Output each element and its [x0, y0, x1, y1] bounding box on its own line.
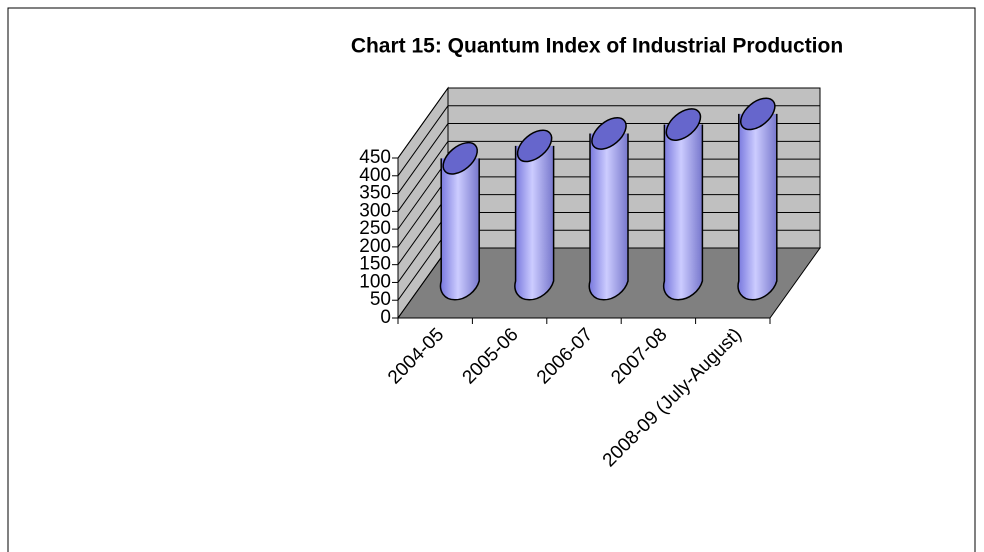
y-tick-label: 0 — [380, 307, 391, 328]
chart-title: Chart 15: Quantum Index of Industrial Pr… — [351, 35, 843, 58]
bar-body — [588, 133, 629, 301]
y-tick-label: 350 — [359, 183, 391, 204]
grid-line — [397, 87, 820, 159]
bar-body — [439, 158, 480, 301]
bar — [588, 117, 629, 301]
y-tick-label: 450 — [359, 147, 391, 168]
bar — [737, 97, 778, 301]
bar-top — [516, 129, 553, 163]
bar-top — [591, 117, 627, 150]
bar-body — [662, 124, 704, 301]
y-tick-label: 150 — [359, 254, 391, 275]
y-tick-label: 250 — [359, 218, 391, 239]
y-tick-label: 300 — [359, 200, 391, 221]
y-tick-label: 400 — [359, 165, 391, 186]
bar-body — [514, 145, 555, 301]
y-tick-label: 100 — [359, 271, 391, 292]
bar-top — [665, 108, 702, 141]
bar-top — [740, 97, 776, 131]
bar-body — [737, 113, 778, 301]
bar — [662, 108, 704, 301]
bar — [514, 129, 555, 301]
y-tick-label: 50 — [370, 289, 391, 310]
y-tick-label: 200 — [359, 236, 391, 257]
grid-line — [397, 105, 820, 177]
bar — [439, 141, 480, 301]
bar-top — [442, 141, 478, 175]
